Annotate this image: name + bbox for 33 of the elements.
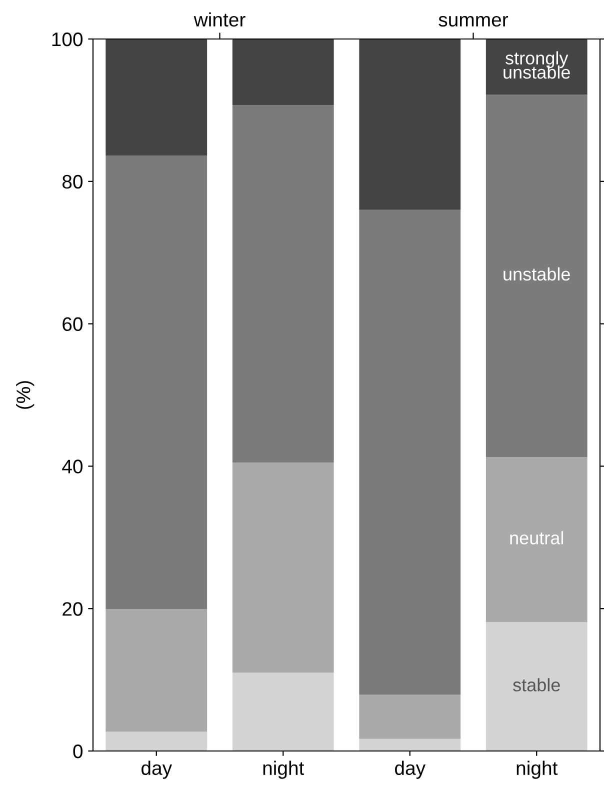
text: winter <box>194 12 246 27</box>
bar <box>232 39 334 106</box>
x-tick-label: night <box>263 760 304 779</box>
bar <box>486 456 588 622</box>
series-label: unstable <box>504 267 570 281</box>
y-tick-label: 20 <box>62 602 83 616</box>
y-tick-label: 40 <box>62 460 83 474</box>
bar <box>486 94 588 457</box>
x-tick-label: day <box>142 760 172 779</box>
y-tick-label: 0 <box>73 744 83 758</box>
bar <box>486 39 588 95</box>
y-tick-label: 100 <box>52 32 83 46</box>
bar <box>106 609 208 732</box>
x-tick-label: night <box>516 760 558 779</box>
bar <box>106 732 208 751</box>
y-tick-label: 80 <box>62 174 83 189</box>
bar <box>359 738 461 751</box>
bar <box>232 462 334 673</box>
bar <box>359 210 461 695</box>
bar <box>486 622 588 751</box>
bar <box>359 39 461 210</box>
series-label: stable <box>513 678 560 692</box>
y-axis-title: (%) <box>16 381 34 409</box>
series-label: neutral <box>510 531 564 544</box>
y-tick-label: 60 <box>62 317 83 332</box>
x-tick-label: day <box>395 760 426 779</box>
bar <box>106 156 208 610</box>
bar <box>106 39 208 156</box>
bar <box>232 672 334 751</box>
text: summer <box>438 16 508 27</box>
bar <box>359 694 461 739</box>
series-label: strongly unstable <box>504 51 570 79</box>
bar <box>232 105 334 463</box>
